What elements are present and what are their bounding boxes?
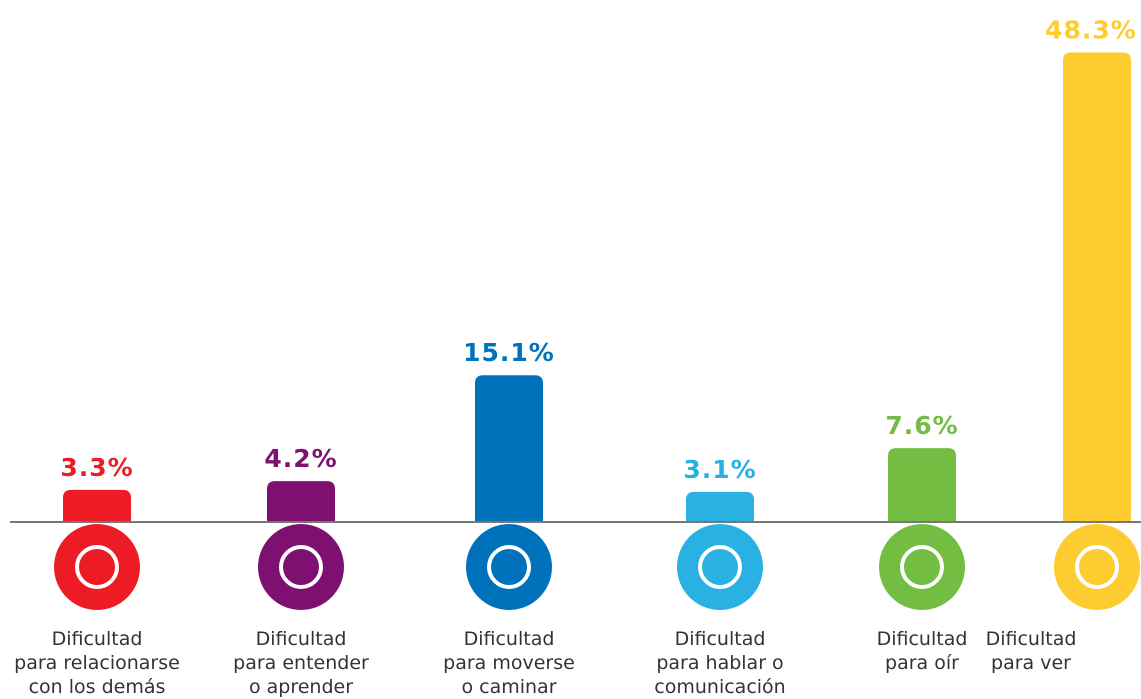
icon xyxy=(54,524,140,610)
bar xyxy=(1063,52,1131,523)
bar xyxy=(888,448,956,522)
category-label: Dificultad para entender o aprender xyxy=(233,628,369,698)
bar xyxy=(63,489,131,522)
icon-glyph xyxy=(487,545,531,589)
category-label: Dificultad para oír xyxy=(876,628,968,674)
value-label: 15.1% xyxy=(463,338,555,367)
icon xyxy=(466,524,552,610)
icon-glyph xyxy=(75,545,119,589)
icon-glyph xyxy=(1075,545,1119,589)
icon-glyph xyxy=(900,545,944,589)
icon xyxy=(258,524,344,610)
bar xyxy=(475,375,543,522)
value-label: 7.6% xyxy=(885,411,958,440)
icon xyxy=(677,524,763,610)
value-label: 48.3% xyxy=(1045,16,1137,45)
icon-glyph xyxy=(279,545,323,589)
bar xyxy=(267,481,335,522)
category-label: Dificultad para ver xyxy=(985,628,1077,674)
value-label: 3.1% xyxy=(683,455,756,484)
icon xyxy=(1054,524,1140,610)
icon xyxy=(879,524,965,610)
category-label: Dificultad para relacionarse con los dem… xyxy=(14,628,180,698)
value-label: 4.2% xyxy=(264,444,337,473)
category-label: Dificultad para hablar o comunicación xyxy=(654,628,786,698)
value-label: 3.3% xyxy=(60,453,133,482)
bar xyxy=(686,491,754,522)
category-label: Dificultad para moverse o caminar xyxy=(443,628,575,698)
icon-glyph xyxy=(698,545,742,589)
